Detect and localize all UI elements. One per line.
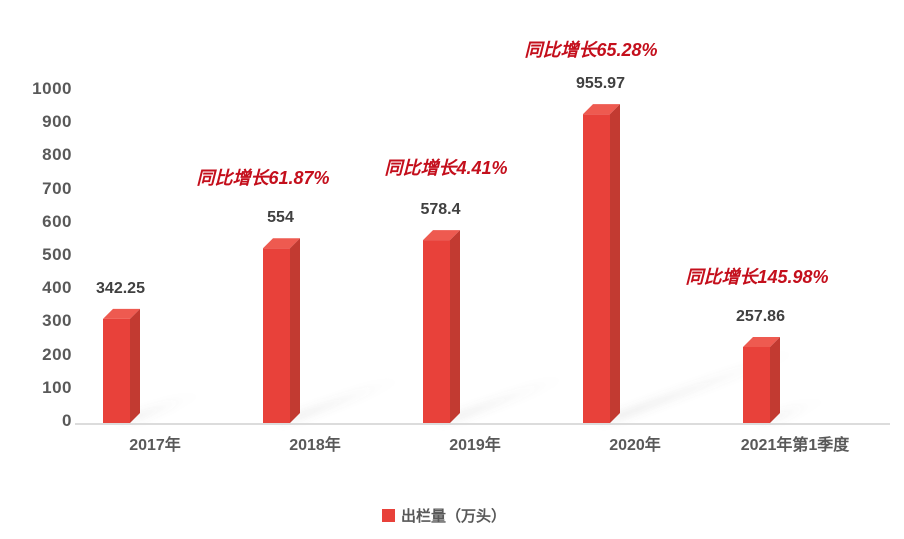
bar-shadow xyxy=(277,379,402,423)
bar-2018年 xyxy=(263,238,300,423)
value-label: 578.4 xyxy=(420,201,461,219)
value-label: 955.97 xyxy=(576,75,625,93)
bar-top-face xyxy=(583,104,620,115)
category-label: 2021年第1季度 xyxy=(740,437,850,454)
bar-2017年 xyxy=(103,308,140,423)
y-axis-label: 800 xyxy=(42,145,72,165)
bar-front-face xyxy=(263,248,290,423)
bar-side-face xyxy=(450,230,460,423)
x-axis-line xyxy=(75,423,890,425)
bar-side-face xyxy=(130,308,140,423)
y-axis-label: 700 xyxy=(42,178,72,198)
y-axis-label: 1000 xyxy=(32,79,72,98)
bar-side-face xyxy=(770,337,780,423)
bar-top-face xyxy=(423,230,460,241)
bar-side-face xyxy=(610,104,620,423)
category-label: 2019年 xyxy=(449,437,501,454)
category-label: 2017年 xyxy=(129,437,181,454)
growth-annotation: 同比增长65.28% xyxy=(524,40,658,60)
legend-label: 出栏量（万头） xyxy=(401,508,507,525)
y-axis-label: 0 xyxy=(62,411,72,430)
y-axis-label: 400 xyxy=(42,278,72,298)
category-label: 2020年 xyxy=(609,437,661,454)
bar-2020年 xyxy=(583,104,620,423)
bar-front-face xyxy=(583,114,610,423)
growth-annotation: 同比增长145.98% xyxy=(685,267,829,287)
y-axis-label: 900 xyxy=(42,112,72,132)
legend-swatch xyxy=(382,509,395,522)
bar-side-face xyxy=(290,238,300,423)
bar-2019年 xyxy=(423,230,460,423)
bar-front-face xyxy=(103,318,130,423)
bar-front-face xyxy=(743,347,770,423)
bar-top-face xyxy=(743,337,780,348)
y-axis-label: 200 xyxy=(42,344,72,364)
bar-top-face xyxy=(263,238,300,249)
bar-shadow xyxy=(437,377,567,423)
legend: 出栏量（万头） xyxy=(382,505,506,526)
y-axis-label: 600 xyxy=(42,211,72,231)
bar-front-face xyxy=(423,240,450,423)
growth-annotation: 同比增长4.41% xyxy=(384,158,508,178)
category-label: 2018年 xyxy=(289,437,341,454)
bar-2021年第1季度 xyxy=(743,337,780,423)
bar-top-face xyxy=(103,308,140,319)
value-label: 257.86 xyxy=(736,308,785,325)
growth-annotation: 同比增长61.87% xyxy=(196,168,330,188)
y-axis-label: 500 xyxy=(42,245,72,264)
bar-shadow xyxy=(117,393,203,423)
y-axis-label: 300 xyxy=(42,311,72,331)
value-label: 554 xyxy=(267,209,294,227)
value-label: 342.25 xyxy=(96,279,145,297)
y-axis-label: 100 xyxy=(42,377,72,397)
